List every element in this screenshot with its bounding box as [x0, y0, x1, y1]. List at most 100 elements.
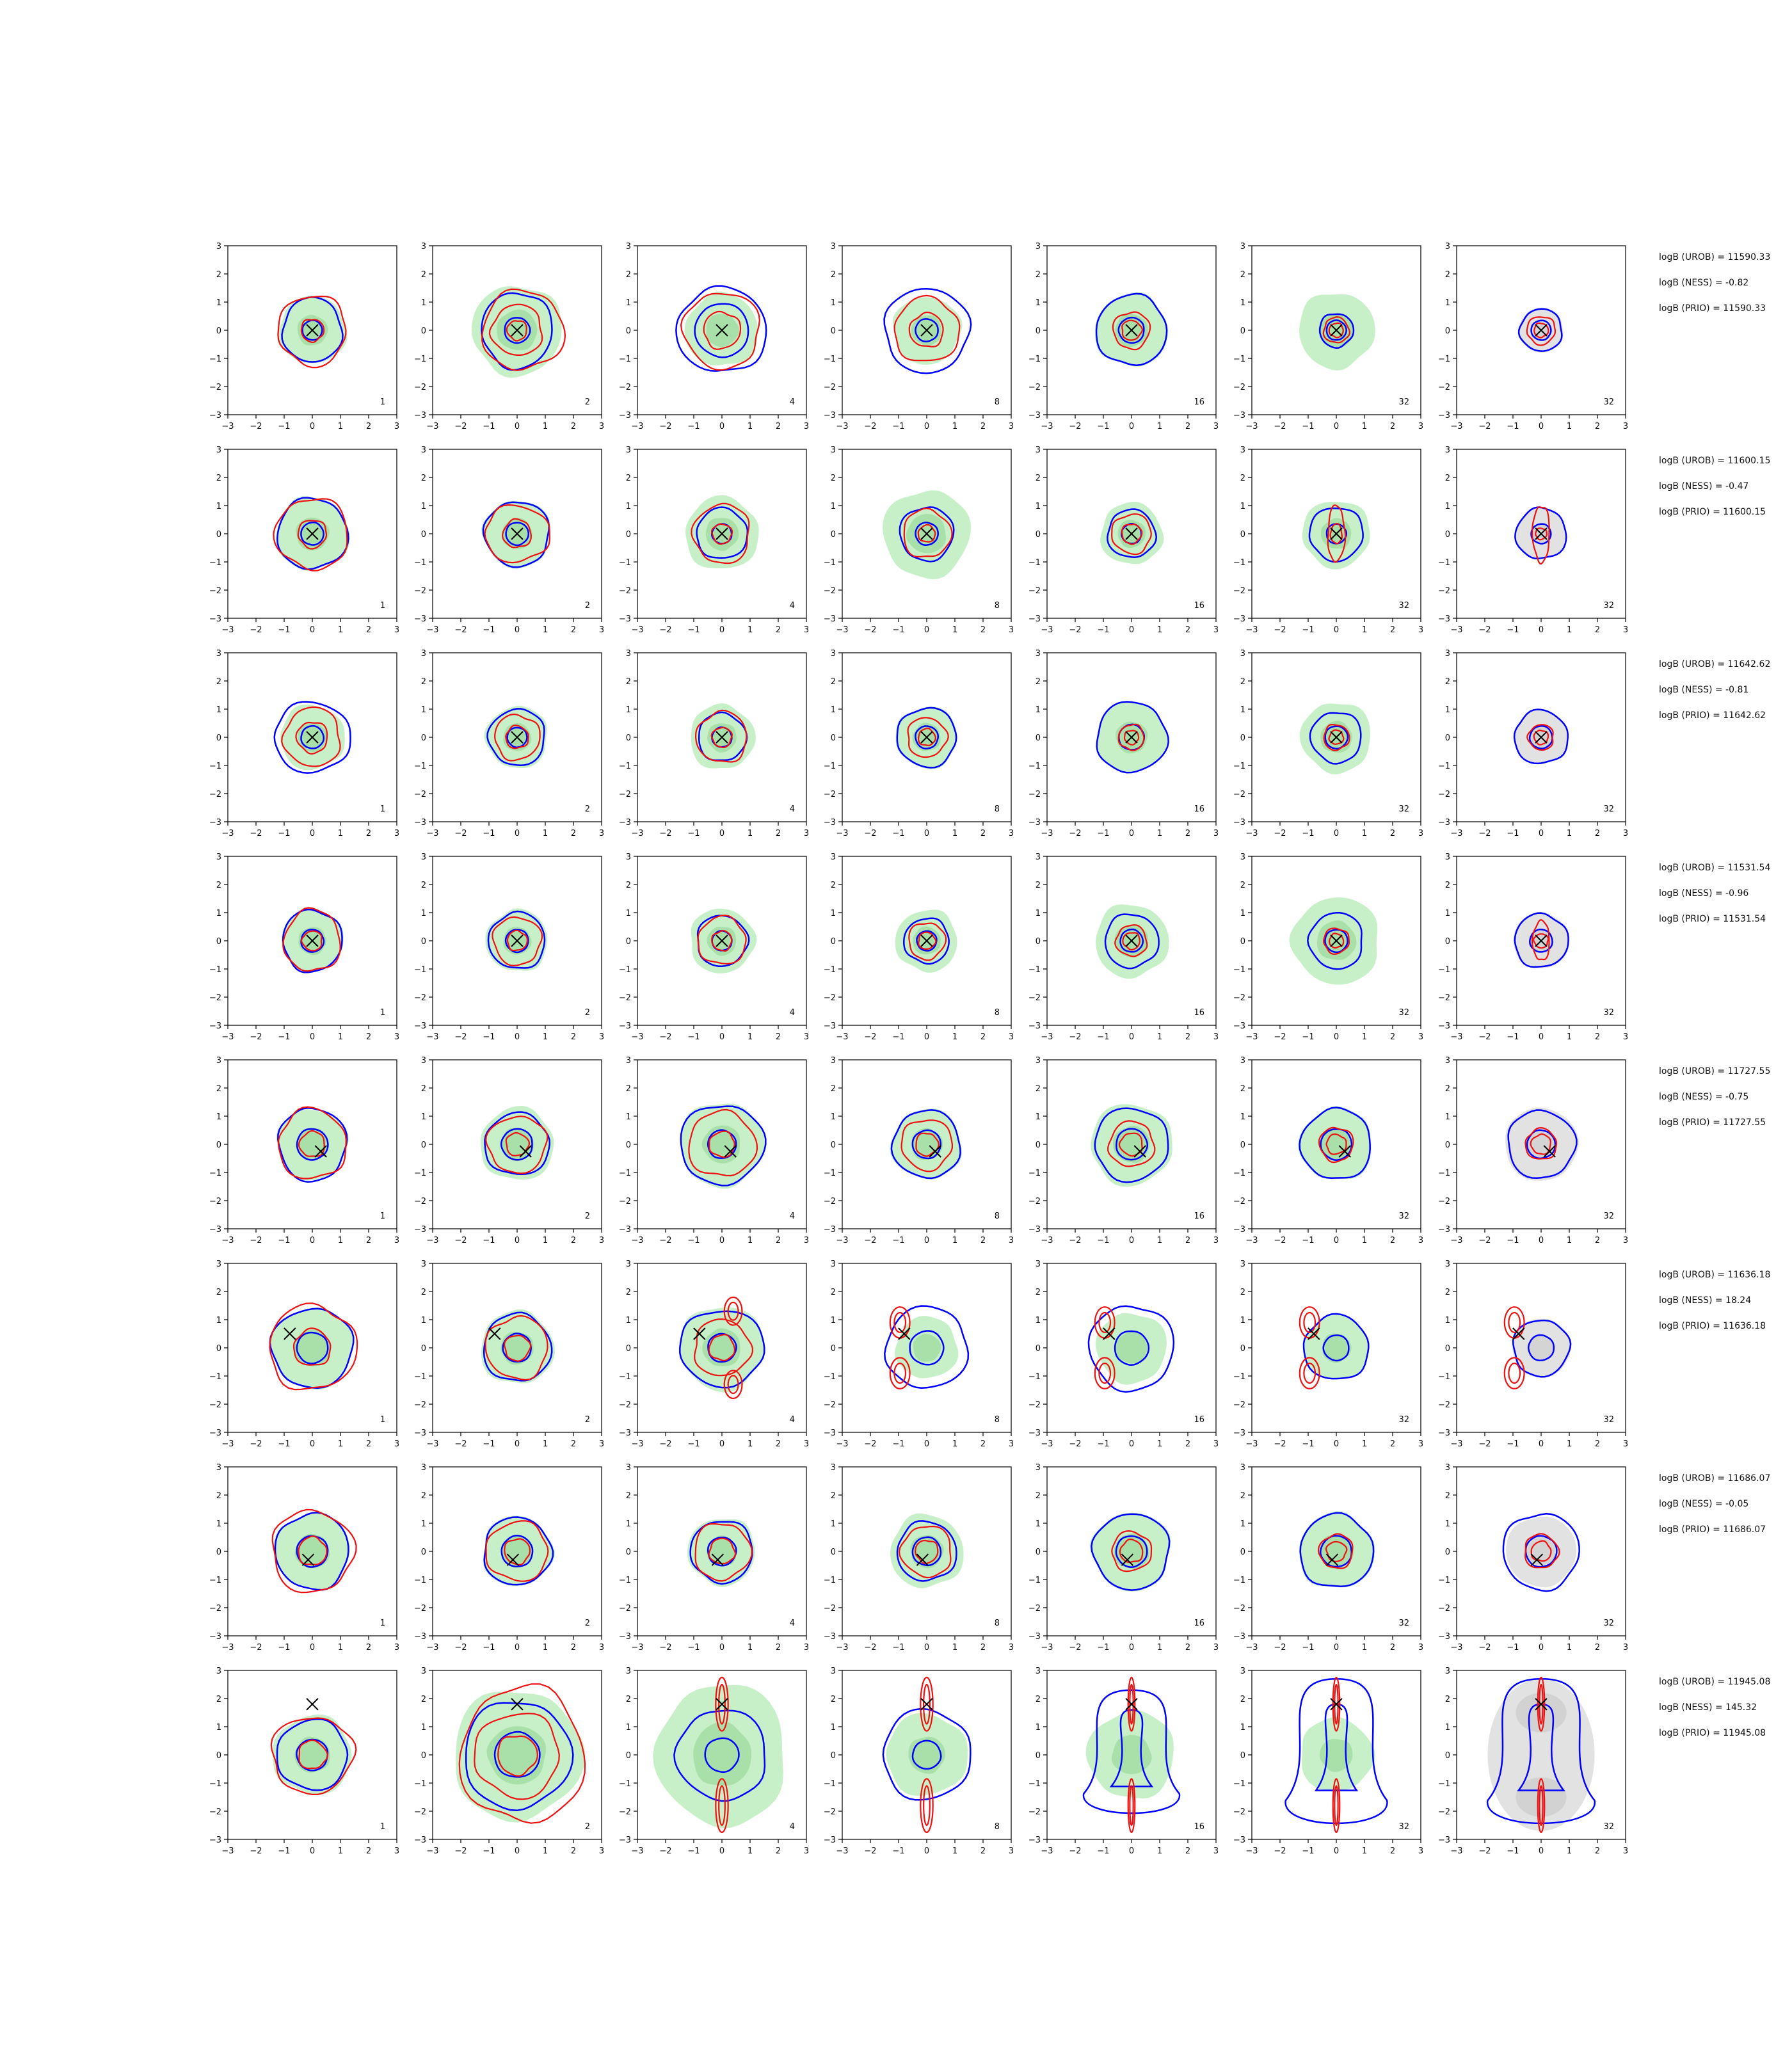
y-tick-label: 0 — [831, 1751, 836, 1761]
x-tick-label: 2 — [1595, 829, 1600, 838]
true-parameter-marker — [1535, 527, 1548, 540]
panel-r3-c2: −3−3 −2 −2 −1 −1 0 0 1 1 2 2 3 3 2 — [414, 649, 604, 838]
red-contour — [680, 292, 760, 371]
y-tick-label: 2 — [1445, 474, 1450, 483]
log-bayes-stat: logB (UROB) = 11642.62 — [1659, 659, 1771, 669]
red-contour — [298, 1739, 328, 1770]
x-tick-label: −2 — [1274, 1643, 1286, 1652]
y-tick-label: 3 — [216, 1260, 221, 1269]
x-tick-label: 1 — [1157, 1439, 1162, 1449]
y-tick-label: 0 — [216, 1344, 221, 1354]
red-contour — [708, 1130, 735, 1158]
y-tick-label: −3 — [619, 411, 631, 420]
true-parameter-marker — [488, 1327, 501, 1340]
y-tick-label: −2 — [1233, 790, 1245, 799]
y-tick-label: 1 — [1445, 1519, 1450, 1529]
y-tick-label: 2 — [1240, 881, 1245, 890]
y-tick-label: 2 — [1240, 1288, 1245, 1297]
x-tick-label: 2 — [980, 625, 986, 635]
y-tick-label: −1 — [1028, 1576, 1041, 1585]
blue-contour — [884, 1305, 970, 1389]
x-tick-label: 1 — [952, 625, 957, 635]
blue-contour — [1517, 1703, 1565, 1791]
y-tick-label: −2 — [619, 993, 631, 1003]
x-tick-label: −3 — [221, 1846, 234, 1856]
y-tick-label: −3 — [1438, 818, 1450, 828]
true-parameter-marker — [1330, 1698, 1343, 1711]
x-tick-label: 0 — [924, 1032, 929, 1042]
blue-contour — [1115, 1535, 1148, 1568]
y-tick-label: −1 — [619, 1372, 631, 1382]
y-tick-label: −3 — [209, 1428, 221, 1438]
panel-count-label: 32 — [1603, 1008, 1614, 1018]
red-lobe-contour — [723, 1296, 743, 1326]
panel-r8-c6: −3−3 −2 −2 −1 −1 0 0 1 1 2 2 3 3 32 — [1233, 1667, 1423, 1856]
y-tick-label: 1 — [1445, 502, 1450, 511]
x-tick-label: 1 — [543, 1236, 548, 1245]
y-tick-label: −3 — [1233, 1225, 1245, 1235]
true-parameter-marker — [1530, 1553, 1544, 1566]
x-tick-label: 3 — [1418, 1032, 1423, 1042]
x-tick-label: −1 — [687, 1643, 700, 1652]
blue-contour — [1526, 1129, 1556, 1160]
y-tick-label: −3 — [824, 1428, 836, 1438]
red-lobe-contour — [889, 1306, 911, 1339]
panel-r5-c4: −3−3 −2 −2 −1 −1 0 0 1 1 2 2 3 3 8 — [824, 1056, 1014, 1245]
true-parameter-marker — [920, 324, 933, 337]
y-tick-label: 0 — [1240, 1140, 1245, 1150]
x-tick-label: −3 — [221, 422, 234, 431]
x-tick-label: −1 — [483, 1643, 495, 1652]
x-tick-label: 0 — [515, 1032, 520, 1042]
panel-r2-c4: −3−3 −2 −2 −1 −1 0 0 1 1 2 2 3 3 8 — [824, 445, 1014, 635]
red-contour — [1531, 919, 1550, 961]
true-parameter-marker — [1535, 324, 1548, 337]
y-tick-label: −3 — [1233, 411, 1245, 420]
x-tick-label: 1 — [543, 1032, 548, 1042]
x-tick-label: −1 — [278, 1032, 290, 1042]
red-contour — [917, 524, 936, 543]
x-tick-label: 2 — [1185, 1032, 1190, 1042]
red-contour — [1524, 1533, 1560, 1569]
x-tick-label: −1 — [687, 1439, 700, 1449]
blue-contour — [1318, 313, 1355, 349]
x-tick-label: 0 — [1129, 1236, 1134, 1245]
red-contour — [1526, 724, 1554, 751]
y-tick-label: −2 — [1438, 993, 1450, 1003]
y-tick-label: 1 — [1240, 705, 1245, 715]
y-tick-label: 2 — [216, 1288, 221, 1297]
y-tick-label: −2 — [1028, 1197, 1041, 1206]
x-tick-label: 0 — [1539, 1439, 1544, 1449]
panel-plot-area — [1502, 1513, 1580, 1592]
panel-count-label: 32 — [1603, 804, 1614, 814]
x-tick-label: 0 — [1334, 1032, 1339, 1042]
x-tick-label: −2 — [250, 625, 262, 635]
x-tick-label: 1 — [1567, 829, 1572, 838]
x-tick-label: 3 — [599, 1032, 604, 1042]
y-tick-label: −3 — [824, 1632, 836, 1642]
y-tick-label: 1 — [1240, 502, 1245, 511]
red-contour — [277, 1106, 347, 1180]
red-lobe-contour — [923, 1785, 931, 1827]
panel-plot-area — [277, 295, 348, 369]
x-tick-label: −1 — [1507, 1846, 1519, 1856]
red-lobe-contour — [1129, 1683, 1134, 1725]
red-contour — [710, 523, 733, 545]
panel-plot-area — [884, 1305, 970, 1389]
blue-contour — [1514, 506, 1567, 560]
true-parameter-marker — [511, 731, 524, 744]
x-tick-label: 1 — [1567, 422, 1572, 431]
panel-count-label: 16 — [1194, 397, 1204, 407]
panel-count-label: 8 — [995, 1415, 1000, 1425]
x-tick-label: −2 — [1274, 1439, 1286, 1449]
y-tick-label: −1 — [1028, 1372, 1041, 1382]
x-tick-label: 2 — [571, 1236, 576, 1245]
x-tick-label: 3 — [599, 1236, 604, 1245]
panel-r3-c1: −3−3 −2 −2 −1 −1 0 0 1 1 2 2 3 3 1 — [209, 649, 399, 838]
x-tick-label: 3 — [394, 1643, 399, 1652]
x-tick-label: 2 — [366, 829, 371, 838]
blue-contour — [675, 285, 767, 372]
log-bayes-stat: logB (NESS) = -0.05 — [1659, 1499, 1749, 1509]
x-tick-label: −3 — [1041, 625, 1053, 635]
red-contour — [298, 1130, 325, 1157]
panel-r1-c5: −3−3 −2 −2 −1 −1 0 0 1 1 2 2 3 3 16 — [1028, 242, 1219, 431]
